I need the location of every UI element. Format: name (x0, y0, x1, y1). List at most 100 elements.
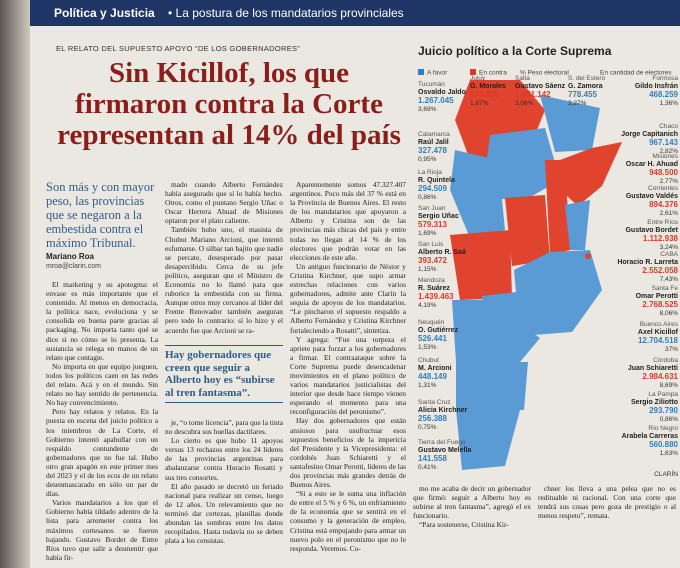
credit: CLARÍN (654, 469, 678, 478)
paragraph: je, “o tome licencia”, para que la tinta… (165, 418, 283, 437)
governor-name: Axel Kicillof (638, 329, 679, 336)
electoral-weight: 0,41% (418, 464, 437, 471)
voters-count: 293.790 (649, 406, 678, 415)
column: mado cuando Alberto Fernández había aseg… (165, 180, 283, 340)
page-edge (0, 0, 30, 568)
governor-name: Oscar H. Ahuad (626, 161, 678, 168)
voters-count: 778.455 (568, 90, 597, 99)
paragraph: Lo cierto es que hubo 11 apoyos versus 1… (165, 436, 283, 482)
legend-swatch (418, 69, 424, 75)
section-bar (30, 0, 680, 26)
province-name: San Juan (418, 205, 446, 212)
voters-count: 256.388 (418, 414, 447, 423)
governor-name: Sergio Ziliotto (631, 399, 678, 406)
electoral-weight: 2,61% (660, 210, 679, 217)
region (565, 200, 590, 250)
legend-label: En contra (479, 70, 507, 77)
voters-count: 948.500 (649, 168, 678, 177)
paragraph: El año pasado se decretó un feriado naci… (165, 481, 283, 546)
governor-name: Raúl Jalil (418, 139, 449, 146)
governor-name: R. Quintela (418, 177, 455, 184)
paragraph: No importa en que equipo jueguen, todos … (46, 361, 158, 408)
region (450, 230, 512, 300)
province-name: Entre Ríos (647, 219, 678, 226)
province-name: Jujuy (470, 75, 486, 82)
electoral-weight: 0,86% (418, 194, 437, 201)
electoral-weight: 3,24% (660, 244, 679, 251)
region (505, 195, 550, 266)
voters-count: 573.326 (470, 90, 499, 99)
column: mo me acaba de decir un gobernador que f… (413, 484, 531, 568)
electoral-weight: 4,19% (418, 302, 437, 309)
electoral-weight: 0,86% (660, 416, 679, 423)
region (585, 253, 591, 259)
region (482, 128, 560, 200)
province-name: Formosa (652, 75, 678, 82)
electoral-weight: 3,69% (418, 106, 437, 113)
province-name: Tucumán (418, 81, 445, 88)
province-name: Córdoba (653, 357, 678, 364)
voters-count: 327.478 (418, 146, 447, 155)
voters-count: 526.441 (418, 334, 447, 343)
electoral-weight: 8,06% (660, 310, 679, 317)
kicker: EL RELATO DEL SUPUESTO APOYO “DE LOS GOB… (56, 44, 301, 53)
province-name: San Luis (418, 241, 444, 248)
pull-quote: Hay gobernadores que creen que seguir a … (165, 345, 283, 403)
region (514, 250, 602, 336)
voters-count: 560.880 (649, 440, 678, 449)
governor-name: Jorge Capitanich (621, 131, 678, 138)
electoral-weight: 1,15% (418, 266, 437, 273)
paragraph: Un antiguo funcionario de Néstor y Crist… (290, 261, 406, 335)
governor-name: M. Arcioni (418, 365, 452, 372)
governor-name: Gustavo Melella (418, 447, 471, 454)
governor-name: Arabela Carreras (622, 433, 679, 440)
voters-count: 294.509 (418, 184, 447, 193)
paragraph: Varios mandatarios a los que el Gobierno… (46, 498, 158, 562)
legend-label: % Peso electoral (520, 70, 569, 77)
voters-count: 2.552.058 (642, 266, 678, 275)
column: chner los lleva a una pelea que no es re… (538, 484, 676, 568)
governor-name: Alberto R. Saá (418, 249, 466, 256)
column: Aparentemente somos 47.327.407 argentino… (290, 180, 406, 568)
region (456, 362, 528, 410)
electoral-weight: 7,43% (660, 276, 679, 283)
governor-name: R. Suárez (418, 285, 450, 292)
province-name: Tierra del Fuego (418, 439, 466, 446)
headline: Sin Kicillof, los que firmaron contra la… (57, 57, 401, 151)
governor-name: Alicia Kirchner (418, 407, 468, 414)
province-name: Buenos Aires (640, 321, 679, 328)
paragraph: “Para sostenerse, Cristina Kir- (419, 520, 509, 530)
voters-count: 1.112.938 (643, 234, 679, 243)
voters-count: 468.259 (649, 90, 678, 99)
region (545, 160, 570, 255)
voters-count: 1.439.463 (418, 292, 454, 301)
paragraph: Hay dos gobernadores que están ansiosos … (290, 416, 406, 490)
electoral-weight: 0,75% (418, 424, 437, 431)
electoral-weight: 1,53% (418, 344, 437, 351)
electoral-weight: 8,69% (660, 382, 679, 389)
electoral-weight: 1,31% (418, 382, 437, 389)
paragraph: Aparentemente somos 47.327.407 argentino… (290, 180, 406, 262)
voters-count: 2.984.631 (642, 372, 678, 381)
voters-count: 579.313 (418, 220, 447, 229)
legend-swatch (470, 69, 476, 75)
province-name: Santa Cruz (418, 399, 451, 406)
electoral-weight: 0,95% (418, 156, 437, 163)
province-name: La Pampa (648, 391, 678, 398)
governor-name: Gustavo Sáenz (515, 83, 566, 90)
governor-name: Gildo Insfrán (635, 83, 678, 90)
province-name: Chubut (418, 357, 439, 364)
governor-name: Horacio R. Larreta (617, 259, 678, 266)
voters-count: 1.267.045 (418, 96, 454, 105)
paragraph: chner los lleva a una pelea que no es re… (538, 484, 676, 521)
governor-name: Osvaldo Jaldo (418, 89, 466, 96)
column: je, “o tome licencia”, para que la tinta… (165, 418, 283, 568)
governor-name: G. Zamora (568, 83, 603, 90)
province-name: Misiones (652, 153, 678, 160)
paragraph: El marketing y su apotegma: el envase es… (46, 280, 158, 362)
governor-name: Sergio Uñac (418, 213, 459, 220)
legend-label: En cantidad de electores (600, 70, 672, 77)
province-name: Salta (515, 75, 530, 82)
electoral-weight: 1,63% (660, 450, 679, 457)
